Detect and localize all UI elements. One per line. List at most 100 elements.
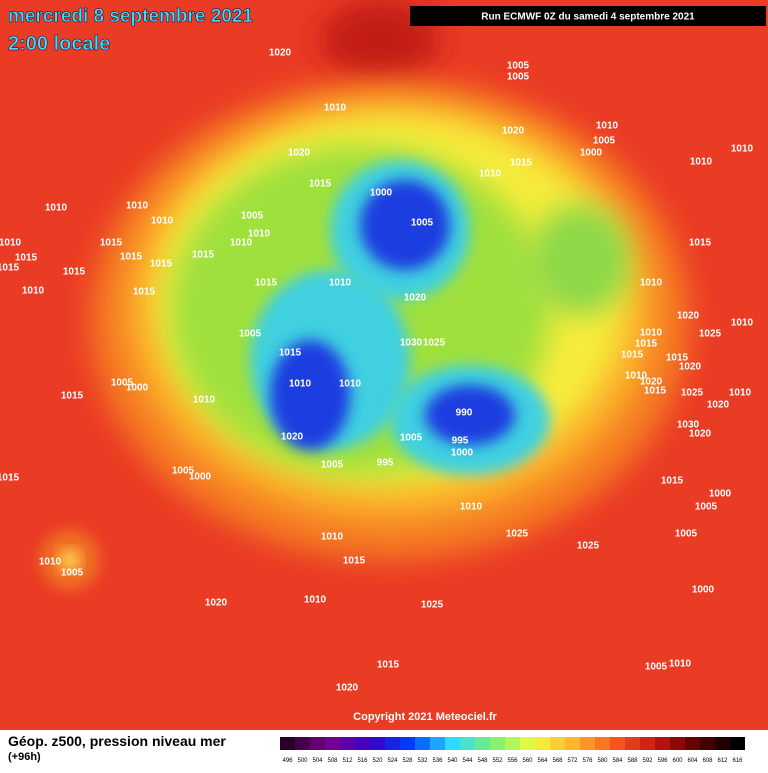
isobar-label: 1010 [230, 238, 253, 249]
scale-swatch [310, 737, 325, 750]
isobar-label: 1020 [677, 311, 700, 322]
isobar-label: 1020 [689, 429, 712, 440]
scale-swatch [685, 737, 700, 750]
isobar-label: 1000 [451, 448, 474, 459]
isobar-label: 1000 [126, 383, 149, 394]
isobar-label: 1015 [192, 250, 215, 261]
isobar-label: 1000 [692, 585, 715, 596]
scale-label: 584 [612, 758, 623, 764]
scale-label: 504 [312, 758, 323, 764]
scale-swatch [505, 737, 520, 750]
isobar-label: 1010 [324, 103, 347, 114]
scale-label: 576 [582, 758, 593, 764]
isobar-label: 990 [456, 408, 473, 419]
isobar-label: 1020 [707, 400, 730, 411]
isobar-label: 1015 [150, 259, 173, 270]
isobar-label: 1010 [640, 328, 663, 339]
isobar-label: 1015 [15, 253, 38, 264]
map-title: mercredi 8 septembre 2021 [8, 6, 253, 27]
isobar-label: 1015 [279, 348, 302, 359]
isobar-label: 1010 [151, 216, 174, 227]
isobar-label: 1015 [510, 158, 533, 169]
scale-label: 572 [567, 758, 578, 764]
scale-swatch [670, 737, 685, 750]
scale-swatch [640, 737, 655, 750]
scale-swatch [460, 737, 475, 750]
scale-label: 592 [642, 758, 653, 764]
isobar-label: 1015 [689, 238, 712, 249]
isobar-label: 1010 [39, 557, 62, 568]
isobar-label: 1020 [404, 293, 427, 304]
scale-label: 508 [327, 758, 338, 764]
isobar-label: 1000 [189, 472, 212, 483]
isobar-label: 1015 [0, 473, 20, 484]
run-box [410, 6, 766, 26]
isobar-label: 1015 [61, 391, 84, 402]
map-subtitle: 2:00 locale [8, 33, 110, 55]
scale-swatch [625, 737, 640, 750]
isobar-label: 1030 [677, 420, 700, 431]
isobar-label: 1005 [507, 72, 530, 83]
isobar-label: 1025 [699, 329, 722, 340]
isobar-label: 1005 [645, 662, 668, 673]
isobar-label: 995 [377, 458, 394, 469]
isobar-label: 1015 [100, 238, 123, 249]
scale-label: 600 [672, 758, 683, 764]
scale-label: 532 [417, 758, 428, 764]
scale-label: 596 [657, 758, 668, 764]
scale-swatch [355, 737, 370, 750]
isobar-label: 1005 [593, 136, 616, 147]
scale-label: 608 [702, 758, 713, 764]
isobar-label: 1020 [502, 126, 525, 137]
isobar-label: 1015 [0, 263, 20, 274]
isobar-label: 1025 [506, 529, 529, 540]
isobar-label: 1010 [731, 144, 754, 155]
isobar-label: 1020 [288, 148, 311, 159]
isobar-label: 1015 [63, 267, 86, 278]
isobar-label: 1020 [269, 48, 292, 59]
isobar-label: 1010 [690, 157, 713, 168]
scale-swatch [385, 737, 400, 750]
isobar-label: 1015 [255, 278, 278, 289]
isobar-label: 1010 [321, 532, 344, 543]
scale-label: 588 [627, 758, 638, 764]
isobar-label: 1020 [205, 598, 228, 609]
isobar-label: 1015 [343, 556, 366, 567]
isobar-label: 1000 [580, 148, 603, 159]
copyright: Copyright 2021 Meteociel.fr [353, 711, 497, 723]
isobar-label: 1020 [281, 432, 304, 443]
isobar-label: 1010 [625, 371, 648, 382]
scale-swatch [550, 737, 565, 750]
scale-swatch [325, 737, 340, 750]
isobar-label: 1015 [377, 660, 400, 671]
isobar-label: 1005 [61, 568, 84, 579]
scale-swatch [520, 737, 535, 750]
isobar-label: 1010 [460, 502, 483, 513]
isobar-label: 1015 [133, 287, 156, 298]
scale-swatch [700, 737, 715, 750]
isobar-label: 1010 [289, 379, 312, 390]
run-info: Run ECMWF 0Z du samedi 4 septembre 2021 [481, 12, 695, 23]
isobar-label: 1025 [421, 600, 444, 611]
scale-label: 536 [432, 758, 443, 764]
isobar-label: 1015 [621, 350, 644, 361]
isobar-label: 1005 [695, 502, 718, 513]
scale-swatch [295, 737, 310, 750]
scale-swatch [655, 737, 670, 750]
isobar-label: 1010 [193, 395, 216, 406]
scale-swatch [535, 737, 550, 750]
isobar-label: 1000 [709, 489, 732, 500]
isobar-label: 1005 [172, 466, 195, 477]
scale-swatch [715, 737, 730, 750]
scale-label: 516 [357, 758, 368, 764]
scale-swatch [280, 737, 295, 750]
scale-swatch [730, 737, 745, 750]
scale-label: 580 [597, 758, 608, 764]
isobar-label: 1025 [423, 338, 446, 349]
isobar-label: 1005 [507, 61, 530, 72]
scale-swatch [490, 737, 505, 750]
scale-swatch [445, 737, 460, 750]
